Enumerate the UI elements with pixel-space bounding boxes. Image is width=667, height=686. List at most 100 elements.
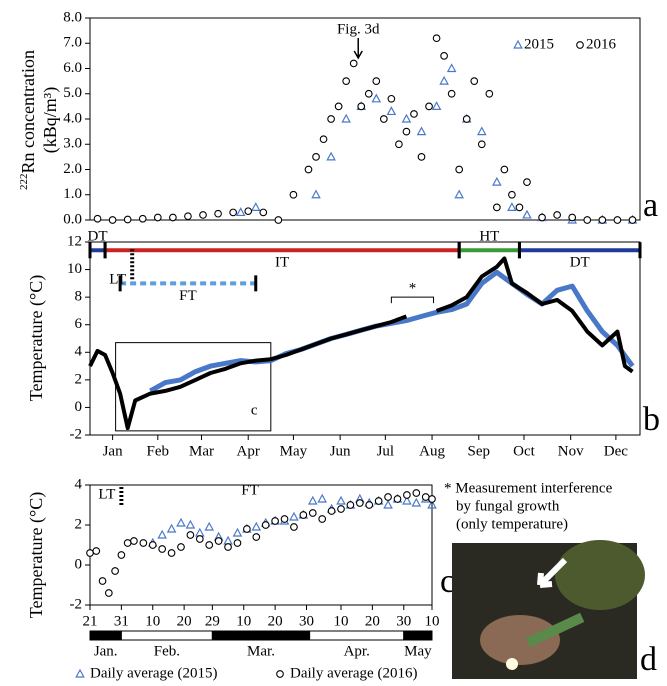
y-tick-label: -2: [70, 426, 83, 442]
x-tick-label: May: [280, 443, 308, 459]
marker-label: LT: [98, 486, 115, 502]
month-label: Apr.: [344, 643, 370, 659]
note-line: * Measurement interference: [444, 480, 613, 496]
data-point: [206, 542, 213, 549]
data-point: [350, 60, 357, 67]
data-point: [418, 128, 426, 135]
data-point: [305, 166, 312, 173]
data-point: [309, 497, 317, 504]
note-line: by fungal growth: [456, 498, 560, 514]
data-point: [253, 534, 260, 541]
data-point: [337, 497, 345, 504]
data-point: [493, 178, 501, 185]
data-point: [418, 154, 425, 161]
data-point: [411, 111, 418, 118]
data-point: [426, 103, 433, 110]
data-point: [347, 502, 354, 509]
y-tick-label: 12: [67, 233, 82, 249]
x-tick-label: Dec: [604, 443, 628, 459]
data-point: [328, 508, 335, 515]
data-point: [155, 214, 162, 221]
y-tick-label: 5.0: [63, 85, 82, 101]
data-point: [396, 141, 403, 148]
y-axis-label: Temperature (°C): [26, 275, 47, 401]
legend-label: 2015: [524, 36, 554, 52]
data-point: [197, 536, 204, 543]
data-point: [262, 522, 269, 529]
data-point: [94, 215, 101, 222]
data-point: [93, 548, 100, 555]
data-point: [124, 540, 131, 547]
figure: 222Rn concentration (kBq/m³) Temperature…: [0, 0, 667, 686]
data-point: [404, 492, 411, 499]
x-tick-label: 20: [177, 613, 192, 629]
data-point: [381, 116, 388, 123]
data-point: [429, 496, 436, 503]
data-point: [139, 215, 146, 222]
data-point: [215, 538, 222, 545]
y-tick-label: 0.0: [63, 211, 82, 227]
x-tick-label: 31: [114, 613, 129, 629]
x-tick-label: 21: [83, 613, 98, 629]
inset-label: c: [251, 402, 258, 418]
data-point: [290, 191, 297, 198]
data-point: [448, 90, 455, 97]
data-point: [185, 213, 192, 220]
inset-box: [116, 343, 271, 431]
month-band: [212, 631, 309, 640]
x-tick-label: Apr: [237, 443, 260, 459]
data-point: [260, 209, 267, 216]
data-point: [106, 590, 113, 597]
y-axis-unit: (kBq/m³): [40, 87, 61, 153]
y-tick-label: 3.0: [63, 136, 82, 152]
y-tick-label: 4.0: [63, 110, 82, 126]
data-point: [200, 212, 207, 219]
y-tick-label: 2: [75, 371, 83, 387]
data-point: [244, 526, 251, 533]
data-point: [554, 212, 561, 219]
data-point: [272, 518, 279, 525]
x-tick-label: Oct: [513, 443, 535, 459]
y-tick-label: 2.0: [63, 161, 82, 177]
data-point: [338, 506, 345, 513]
x-tick-label: Sep: [468, 443, 491, 459]
y-tick-label: -2: [70, 596, 83, 612]
data-point: [516, 204, 523, 211]
photo-moss: [555, 540, 645, 610]
data-point: [112, 568, 119, 575]
month-band: [90, 631, 121, 640]
plot-frame: [90, 18, 640, 220]
y-tick-label: 1.0: [63, 186, 82, 202]
x-tick-label: Jan: [103, 443, 123, 459]
data-point: [291, 524, 298, 531]
month-label: Jan.: [94, 643, 118, 659]
x-tick-label: 20: [268, 613, 283, 629]
data-point: [614, 217, 621, 224]
data-point: [394, 496, 401, 503]
y-axis-label: 222Rn concentration: [18, 50, 39, 190]
data-point: [124, 216, 131, 223]
data-point: [478, 128, 486, 135]
legend-label: Daily average (2016): [290, 665, 417, 681]
data-point: [358, 103, 365, 110]
data-point: [168, 525, 176, 532]
data-point: [441, 53, 448, 60]
data-point: [290, 513, 298, 520]
annotation-arrow: [354, 38, 362, 58]
data-point: [159, 546, 166, 553]
x-tick-label: 10: [334, 613, 349, 629]
data-point: [388, 96, 395, 103]
data-point: [342, 115, 350, 122]
month-band: [404, 631, 432, 640]
data-point: [131, 538, 138, 545]
legend-marker: [277, 671, 284, 678]
month-label: Mar.: [247, 643, 275, 659]
phase-label: FT: [179, 288, 197, 304]
y-tick-label: 0: [75, 399, 83, 415]
data-point: [225, 544, 232, 551]
data-point: [357, 500, 364, 507]
note-line: (only temperature): [456, 516, 568, 532]
y-tick-label: 6: [75, 316, 83, 332]
legend-marker: [577, 42, 584, 49]
data-point: [205, 523, 213, 530]
